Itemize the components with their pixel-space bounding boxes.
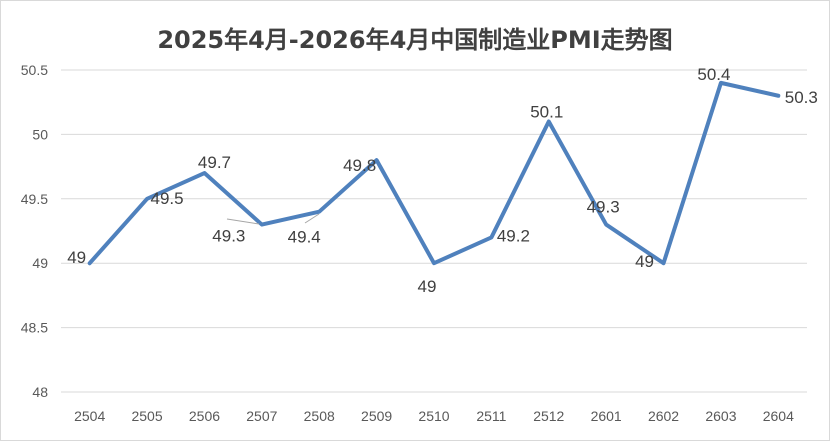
data-label: 50.1 [530, 103, 563, 122]
data-label: 50.3 [785, 88, 818, 107]
data-label: 49.4 [288, 228, 321, 247]
x-tick-label: 2509 [361, 408, 392, 424]
x-tick-label: 2506 [189, 408, 220, 424]
data-label: 49.2 [497, 226, 530, 245]
data-label: 49.3 [587, 198, 620, 217]
x-tick-label: 2511 [476, 408, 506, 424]
x-tick-label: 2507 [246, 408, 277, 424]
y-tick-label: 48.5 [21, 320, 48, 336]
leader-line [226, 218, 260, 225]
y-tick-label: 48 [32, 384, 48, 400]
data-label: 49 [418, 277, 437, 296]
leader-line [304, 213, 320, 224]
data-label: 49 [67, 248, 86, 267]
series-pmi [87, 80, 781, 266]
x-tick-label: 2603 [705, 408, 736, 424]
series-line [87, 80, 781, 266]
data-label: 49.5 [151, 189, 184, 208]
y-tick-label: 50 [32, 126, 48, 142]
x-tick-label: 2508 [304, 408, 335, 424]
gridlines [61, 69, 807, 393]
data-labels: 49 49.5 49.7 49.3 49.4 49.8 49 49.2 50.1 49.3 49 50… [67, 65, 818, 296]
data-label: 49.3 [212, 227, 245, 246]
chart-title: 2025年4月-2026年4月中国制造业PMI走势图 [157, 26, 672, 54]
x-tick-label: 2510 [418, 408, 449, 424]
y-tick-label: 49.5 [21, 191, 48, 207]
data-label: 49.8 [343, 156, 376, 175]
y-tick-label: 49 [32, 255, 48, 271]
data-label: 49 [635, 252, 654, 271]
y-axis-ticks: 48 48.5 49 49.5 50 50.5 [21, 62, 48, 400]
data-label: 49.7 [198, 153, 231, 172]
x-axis-ticks: 2504 2505 2506 2507 2508 2509 2510 2511 2512 2601… [74, 408, 794, 424]
y-tick-label: 50.5 [21, 62, 48, 78]
x-tick-label: 2505 [131, 408, 162, 424]
x-tick-label: 2604 [763, 408, 794, 424]
data-label: 50.4 [697, 65, 730, 84]
x-tick-label: 2504 [74, 408, 105, 424]
x-tick-label: 2601 [591, 408, 622, 424]
x-tick-label: 2602 [648, 408, 679, 424]
x-tick-label: 2512 [533, 408, 564, 424]
